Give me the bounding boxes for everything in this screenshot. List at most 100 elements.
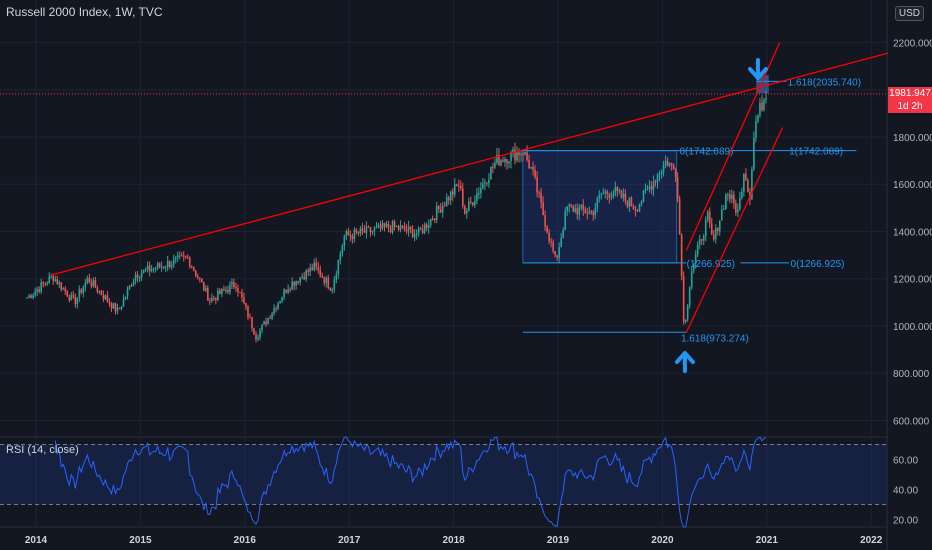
candle-body [42, 282, 44, 284]
candle-body [413, 234, 416, 238]
candle-body [335, 274, 338, 280]
candle-body [672, 164, 675, 170]
candle-body [664, 160, 667, 165]
time-axis: 2014 2015 2016 2017 2018 2019 2020 2021 2022 [25, 535, 883, 546]
candle-body [743, 173, 745, 192]
candle-body [510, 151, 512, 162]
candle-body [594, 207, 597, 216]
price-tick-label: 600.000 [893, 416, 930, 427]
candle-body [160, 266, 163, 268]
candle-body [520, 153, 522, 156]
time-tick-label: 2015 [129, 535, 152, 546]
candle-body [644, 189, 647, 191]
candle-body [712, 234, 715, 240]
candle-body [291, 281, 293, 290]
candle-body [634, 209, 637, 211]
candle-body [614, 187, 617, 193]
candle-body [472, 202, 474, 206]
candle-body [46, 283, 49, 285]
candle-body [612, 192, 615, 197]
time-tick-label: 2020 [651, 535, 674, 546]
candle-body [86, 277, 89, 283]
candle-body [490, 166, 492, 180]
candle-body [441, 205, 444, 213]
candle-body [652, 181, 655, 190]
price-tick-label: 1800.000 [893, 133, 932, 144]
rsi-series-line [54, 436, 767, 528]
candle-body [58, 282, 61, 285]
candle-body [295, 281, 297, 286]
candle-body [66, 291, 69, 297]
candle-body [255, 334, 257, 340]
candle-body [144, 269, 147, 271]
candle-body [205, 287, 207, 291]
fib-ext-label: 1.618(973.274) [681, 333, 749, 344]
candle-body [419, 228, 422, 230]
candle-body [377, 224, 380, 227]
candle-body [227, 290, 229, 293]
candle-body [68, 296, 71, 301]
candle-body [753, 137, 755, 170]
candle-body [345, 231, 348, 236]
candle-body [632, 206, 635, 210]
candle-body [540, 192, 542, 203]
candle-body [381, 222, 384, 229]
candle-body [584, 209, 587, 214]
candle-body [451, 191, 454, 195]
time-tick-label: 2019 [547, 535, 570, 546]
candle-body [245, 303, 247, 307]
currency-badge[interactable]: USD [894, 6, 924, 21]
candle-body [369, 227, 372, 233]
candle-body [343, 235, 346, 246]
candle-body [425, 224, 428, 228]
candle-body [596, 197, 599, 208]
candle-body [668, 163, 671, 166]
fib2-ext-label: 1.618(2035.740) [788, 77, 861, 88]
candle-body [680, 234, 683, 277]
candle-body [221, 288, 223, 295]
candle-body [261, 324, 263, 331]
candle-body [138, 277, 141, 279]
candle-body [62, 288, 65, 290]
drawings: 0(1742.089) (1266.925) 1.618(973.274) 1(174… [0, 42, 889, 373]
candle-body [28, 295, 30, 298]
candle-body [277, 303, 279, 309]
candle-body [337, 260, 340, 275]
rsi-tick-label: 20.00 [893, 516, 918, 527]
candle-body [94, 280, 97, 288]
rsi-band [0, 444, 887, 505]
candle-body [562, 229, 564, 238]
candle-body [203, 282, 205, 291]
candle-body [654, 181, 657, 183]
candle-body [174, 257, 177, 260]
candle-body [622, 193, 625, 198]
candle-body [315, 262, 318, 267]
candle-body [106, 295, 109, 302]
candle-body [387, 224, 390, 229]
time-tick-label: 2017 [338, 535, 361, 546]
candle-body [628, 198, 631, 207]
candle-body [164, 267, 167, 269]
rsi-line [54, 436, 767, 528]
candle-body [249, 317, 251, 319]
candle-body [180, 255, 183, 257]
candle-body [319, 270, 322, 277]
time-tick-label: 2016 [234, 535, 257, 546]
candle-body [522, 153, 524, 156]
candle-body [239, 292, 241, 294]
candle-body [142, 269, 145, 273]
candle-body [725, 194, 727, 210]
candle-body [518, 152, 520, 156]
arrow-head [747, 67, 768, 80]
candle-body [317, 266, 320, 271]
candle-body [331, 289, 334, 291]
candle-body [293, 281, 295, 286]
candle-body [154, 268, 157, 270]
candle-body [54, 279, 57, 282]
candle-body [630, 198, 633, 207]
candle-body [403, 226, 406, 231]
candle-body [548, 232, 550, 242]
candle-body [297, 281, 299, 283]
candle-body [506, 159, 508, 164]
